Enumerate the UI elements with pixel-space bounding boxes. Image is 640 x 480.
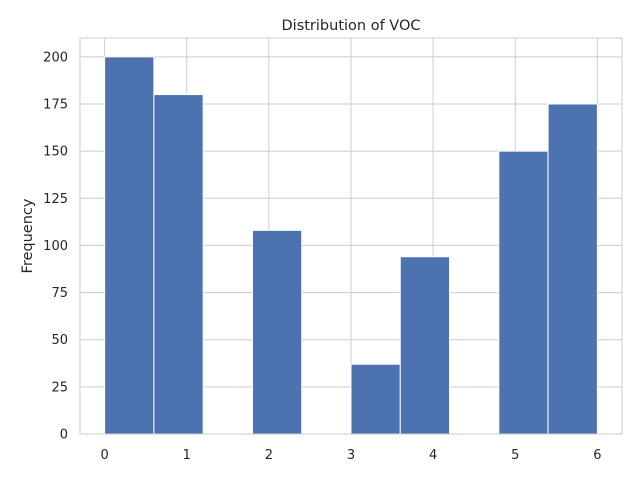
plot-frame bbox=[79, 37, 623, 435]
x-tick-label-0: 0 bbox=[100, 448, 108, 463]
bars bbox=[104, 56, 598, 435]
y-tick-label-100: 100 bbox=[43, 239, 68, 254]
y-tick-label-0: 0 bbox=[60, 428, 68, 443]
histogram-bar-6 bbox=[350, 363, 401, 435]
chart-title: Distribution of VOC bbox=[282, 18, 421, 34]
x-tick-label-3: 3 bbox=[347, 448, 355, 463]
histogram-bar-9 bbox=[498, 150, 549, 435]
histogram-bar-10 bbox=[547, 103, 598, 435]
y-axis-label: Frequency bbox=[20, 198, 36, 273]
x-tick-label-2: 2 bbox=[265, 448, 273, 463]
y-tick-label-75: 75 bbox=[51, 286, 68, 301]
y-tick-label-125: 125 bbox=[43, 192, 68, 207]
histogram-bar-2 bbox=[153, 94, 204, 435]
histogram-bar-7 bbox=[399, 256, 451, 435]
x-tick-label-4: 4 bbox=[429, 448, 437, 463]
x-tick-labels: 0 1 2 3 4 5 6 bbox=[100, 448, 601, 463]
y-tick-label-175: 175 bbox=[43, 98, 68, 113]
x-tick-label-5: 5 bbox=[511, 448, 519, 463]
y-tick-label-50: 50 bbox=[51, 333, 68, 348]
histogram-bar-4 bbox=[251, 229, 303, 435]
y-tick-labels: 0 25 50 75 100 125 150 175 200 bbox=[43, 50, 68, 442]
x-tick-label-1: 1 bbox=[183, 448, 191, 463]
y-tick-label-25: 25 bbox=[51, 380, 68, 395]
x-tick-label-6: 6 bbox=[593, 448, 601, 463]
histogram-bar-1 bbox=[104, 56, 155, 435]
y-tick-label-150: 150 bbox=[43, 145, 68, 160]
y-tick-label-200: 200 bbox=[43, 50, 68, 65]
